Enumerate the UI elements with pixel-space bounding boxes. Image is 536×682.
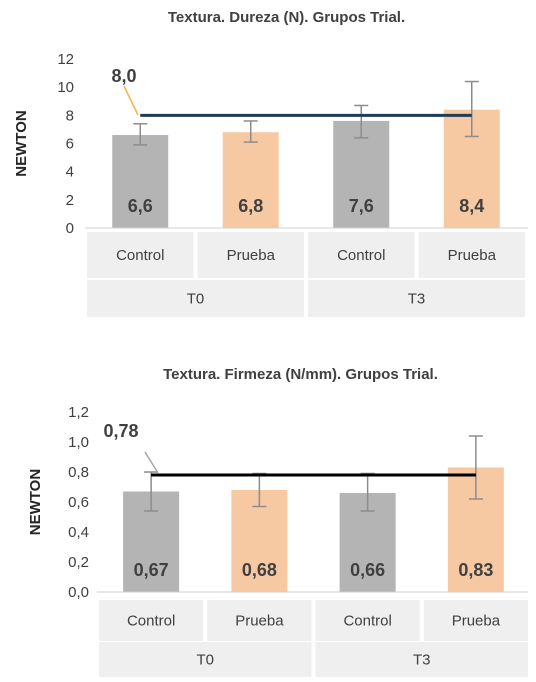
chart2-title: Textura. Firmeza (N/mm). Grupos Trial. xyxy=(163,366,438,383)
chart2-group-label: T0 xyxy=(196,652,214,669)
chart2-ylabel: NEWTON xyxy=(27,469,44,535)
chart1-category-cell xyxy=(197,232,304,278)
chart2-ytick-label: 1,2 xyxy=(68,404,89,421)
chart2-category-cell xyxy=(423,600,528,641)
chart2-value-label: 0,83 xyxy=(458,560,493,580)
chart1-ytick-label: 4 xyxy=(66,164,74,181)
chart1-title: Textura. Dureza (N). Grupos Trial. xyxy=(168,9,405,26)
chart1-bar xyxy=(333,120,390,228)
chart2-ytick-label: 0,0 xyxy=(68,584,89,601)
chart1-group-label: T0 xyxy=(187,291,205,308)
chart2-reference-label: 0,78 xyxy=(103,421,138,441)
chart2-category-cell xyxy=(99,600,204,641)
chart1-bar xyxy=(222,132,279,228)
chart1-ylabel: NEWTON xyxy=(13,110,30,176)
chart2-category-label: Prueba xyxy=(235,613,284,630)
chart1-group-label: T3 xyxy=(408,291,426,308)
chart1-category-cell xyxy=(308,232,415,278)
chart2-value-label: 0,66 xyxy=(350,560,385,580)
chart1-value-label: 8,4 xyxy=(459,196,484,216)
chart2-ytick-label: 0,8 xyxy=(68,464,89,481)
chart1-category-label: Prueba xyxy=(227,247,276,264)
chart2-ytick-label: 1,0 xyxy=(68,434,89,451)
chart1-ytick-label: 10 xyxy=(57,79,74,96)
chart1-ytick-label: 6 xyxy=(66,136,74,153)
chart2-reference-leader xyxy=(144,451,159,474)
chart2-value-label: 0,68 xyxy=(242,560,277,580)
chart1-value-label: 6,8 xyxy=(238,196,263,216)
chart2-group-label: T3 xyxy=(413,652,431,669)
chart2-ytick-label: 0,4 xyxy=(68,524,89,541)
chart2-category-label: Prueba xyxy=(452,613,501,630)
chart1-category-label: Control xyxy=(337,247,385,264)
chart1-group-cell xyxy=(87,280,304,317)
chart2-value-label: 0,67 xyxy=(134,560,169,580)
chart2-ytick-label: 0,2 xyxy=(68,554,89,571)
chart2-category-cell xyxy=(207,600,312,641)
chart2-ytick-label: 0,6 xyxy=(68,494,89,511)
chart1-ytick-label: 0 xyxy=(66,220,74,237)
chart1-category-cell xyxy=(418,232,525,278)
chart1-category-label: Prueba xyxy=(448,247,497,264)
chart2-category-cell xyxy=(315,600,420,641)
chart1-category-cell xyxy=(87,232,194,278)
chart1-value-label: 7,6 xyxy=(349,196,374,216)
chart1-group-cell xyxy=(308,280,525,317)
chart1-category-label: Control xyxy=(116,247,164,264)
chart1-ytick-label: 8 xyxy=(66,107,74,124)
chart2-group-cell xyxy=(99,642,312,677)
chart2-category-label: Control xyxy=(343,613,391,630)
chart1-value-label: 6,6 xyxy=(128,196,153,216)
chart2-group-cell xyxy=(315,642,528,677)
chart1-reference-leader xyxy=(123,85,139,116)
chart1-bar xyxy=(112,135,169,228)
chart1-reference-label: 8,0 xyxy=(111,66,136,86)
chart2-category-label: Control xyxy=(127,613,175,630)
chart1-ytick-label: 12 xyxy=(57,51,74,68)
chart1-ytick-label: 2 xyxy=(66,192,74,209)
